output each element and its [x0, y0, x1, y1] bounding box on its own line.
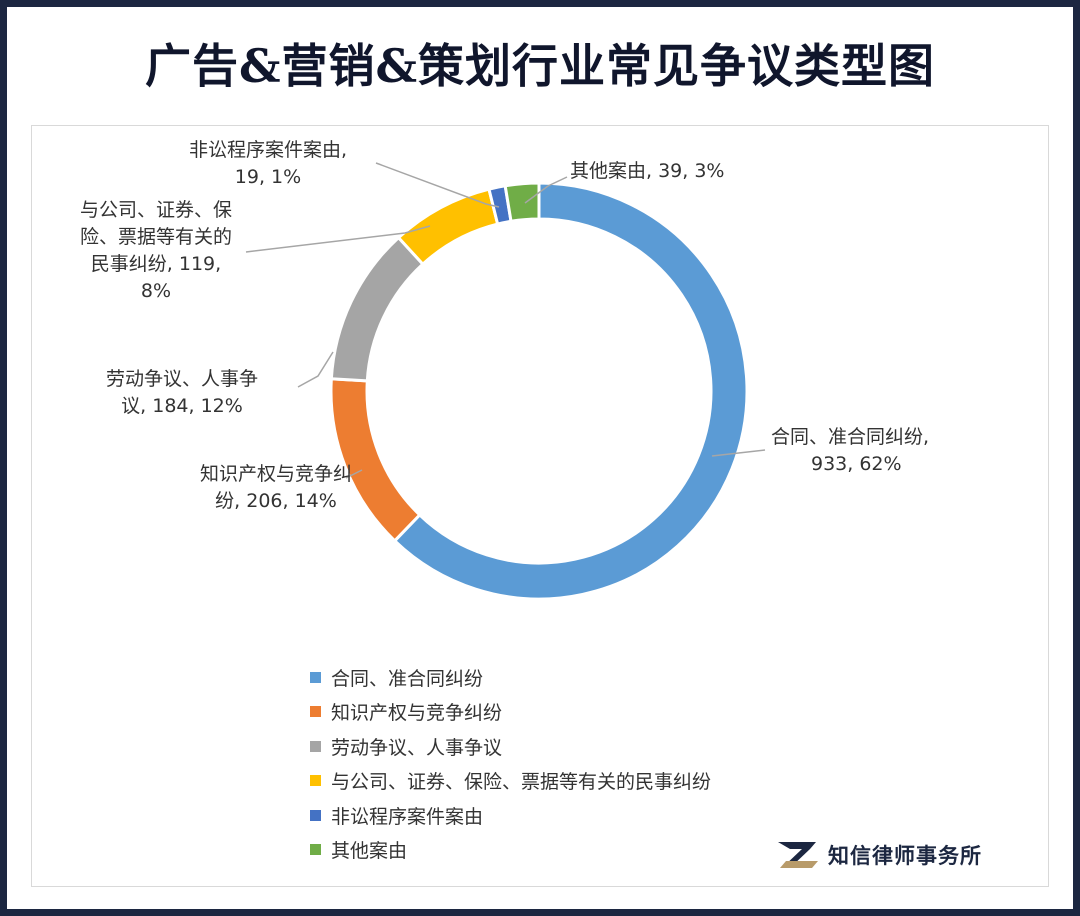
data-labels: 合同、准合同纠纷, 933, 62% 知识产权与竞争纠纷, 206, 14% 劳动争议… [80, 139, 929, 512]
leader-line-1 [711, 449, 766, 457]
donut-slice-3 [329, 235, 425, 383]
donut-slice-2 [329, 377, 422, 543]
chart-legend: 合同、准合同纠纷 知识产权与竞争纠纷 劳动争议、人事争议与公司、证券、保险、票据等有… [310, 660, 711, 867]
data-label-2: 知识产权与竞争纠纷, 206, 14% [200, 463, 352, 512]
data-label-3: 劳动争议、人事争议, 184, 12% [106, 368, 258, 417]
legend-item-6: 其他案由 [310, 833, 711, 868]
legend-label: 非讼程序案件案由 [331, 805, 484, 828]
data-label-6: 其他案由, 39, 3% [570, 160, 724, 182]
leader-line-6 [524, 176, 568, 204]
legend-swatch [310, 844, 321, 856]
legend-label: 其他案由 [331, 840, 408, 863]
leader-line-4 [245, 225, 431, 253]
donut-slice-4 [396, 187, 500, 267]
page-title: 广告&营销&策划行业常见争议类型图 [144, 39, 936, 93]
legend-item-2: 知识产权与竞争纠纷 [310, 695, 711, 730]
legend-label: 劳动争议、人事争议 [331, 736, 503, 759]
legend-label: 知识产权与竞争纠纷 [331, 702, 503, 725]
legend-swatch [310, 775, 321, 787]
leader-line-2 [345, 469, 363, 479]
legend-swatch [310, 671, 321, 683]
donut-slice-6 [503, 181, 541, 224]
legend-item-4: 与公司、证券、保险、票据等有关的民事纠纷 [310, 764, 711, 799]
legend-swatch [310, 809, 321, 821]
legend-label: 与公司、证券、保险、票据等有关的民事纠纷 [331, 771, 712, 794]
donut-slices [329, 181, 749, 601]
leader-lines [245, 162, 766, 479]
legend-item-1: 合同、准合同纠纷 [310, 660, 711, 695]
legend-swatch [310, 740, 321, 752]
donut-slice-1 [392, 181, 749, 601]
leader-line-3 [297, 351, 334, 388]
legend-item-5: 非讼程序案件案由 [310, 798, 711, 833]
data-label-1: 合同、准合同纠纷, 933, 62% [771, 426, 929, 475]
legend-swatch [310, 706, 321, 718]
logo-text: 知信律师事务所 [828, 844, 982, 868]
data-label-5: 非讼程序案件案由, 19, 1% [189, 139, 347, 188]
legend-label: 合同、准合同纠纷 [331, 667, 484, 690]
data-label-4: 与公司、证券、保险、票据等有关的民事纠纷, 119, 8% [80, 199, 232, 302]
leader-line-5 [375, 162, 500, 208]
legend-item-3: 劳动争议、人事争议 [310, 729, 711, 764]
logo-mark-icon [778, 842, 818, 868]
law-firm-logo: 知信律师事务所 [776, 840, 982, 870]
chart-panel [31, 125, 1049, 887]
